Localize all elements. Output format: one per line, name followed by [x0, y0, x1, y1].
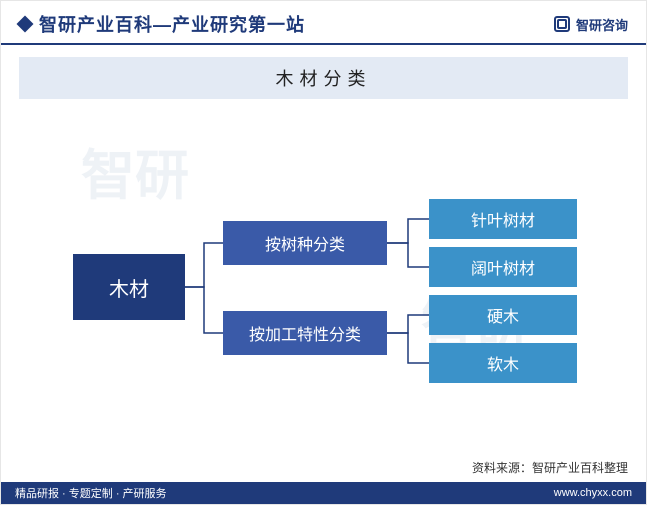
footer-bar: 精品研报 · 专题定制 · 产研服务 www.chyxx.com: [1, 482, 646, 504]
header-left: 智研产业百科—产业研究第一站: [19, 11, 305, 37]
tree-mid-node: 按加工特性分类: [223, 311, 387, 355]
footer-right-url: www.chyxx.com: [554, 487, 632, 499]
tree-diagram: 木材 按树种分类 按加工特性分类 针叶树材 阔叶树材 硬木 软木: [1, 99, 646, 429]
diamond-icon: [17, 16, 34, 33]
tree-leaf-node: 针叶树材: [429, 199, 577, 239]
tree-root-node: 木材: [73, 254, 185, 320]
chart-title-banner: 木材分类: [19, 57, 628, 99]
tree-mid-node: 按树种分类: [223, 221, 387, 265]
footer-left-text: 精品研报 · 专题定制 · 产研服务: [15, 485, 167, 501]
header-right: 智研咨询: [554, 15, 628, 34]
header-title: 智研产业百科—产业研究第一站: [39, 11, 305, 37]
tree-leaf-node: 阔叶树材: [429, 247, 577, 287]
brand-name: 智研咨询: [576, 15, 628, 34]
tree-leaf-node: 硬木: [429, 295, 577, 335]
source-attribution: 资料来源：智研产业百科整理: [472, 459, 628, 476]
tree-leaf-node: 软木: [429, 343, 577, 383]
header: 智研产业百科—产业研究第一站 智研咨询: [1, 1, 646, 45]
brand-logo-icon: [554, 16, 570, 32]
